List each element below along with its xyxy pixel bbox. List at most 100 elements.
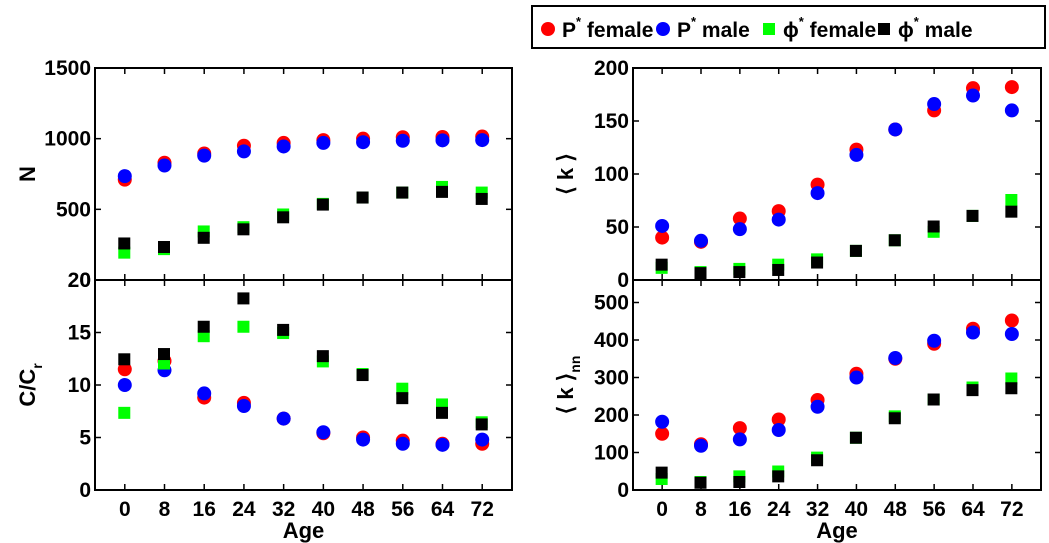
x-tick-label-knn-7: 56: [922, 498, 945, 521]
x-axis-label-C: Age: [283, 518, 325, 543]
point-N-s3-3: [237, 223, 250, 236]
point-k-s3-7: [927, 220, 940, 233]
point-N-s3-5: [316, 198, 329, 211]
point-k-s1-9: [1004, 103, 1019, 118]
point-k-s1-6: [888, 122, 903, 137]
point-N-s3-6: [356, 191, 369, 204]
point-C-s2-0: [118, 406, 131, 419]
point-C-s2-2: [197, 330, 210, 343]
y-tick-label-C-3: 15: [68, 322, 92, 345]
point-knn-s0-2: [732, 421, 747, 436]
point-N-s1-1: [157, 158, 172, 173]
x-tick-label-knn-4: 32: [806, 498, 829, 521]
point-N-s1-7: [395, 133, 410, 148]
x-tick-label-knn-2: 16: [728, 498, 751, 521]
point-C-s2-7: [396, 382, 409, 395]
x-tick-label-C-9: 72: [471, 498, 494, 521]
y-tick-label-k-0: 0: [617, 269, 629, 292]
y-tick-label-C-1: 5: [79, 427, 91, 450]
point-k-s3-9: [1005, 205, 1018, 218]
legend-label-1: P* male: [677, 14, 750, 42]
y-tick-label-C-2: 10: [68, 374, 91, 397]
panel-knn: 0 100 200 300 400 500 0 8 16 24 32 40 48 56 64 72 Age ⟨ k…: [553, 279, 1042, 543]
point-C-s3-5: [316, 350, 329, 363]
x-tick-label-C-8: 64: [431, 498, 455, 521]
point-k-s1-8: [966, 88, 980, 103]
point-C-s3-1: [158, 348, 170, 361]
x-tick-label-C-0: 0: [119, 498, 131, 521]
point-C-s1-4: [276, 411, 291, 426]
point-knn-s3-9: [1005, 382, 1018, 395]
point-knn-s1-4: [810, 399, 825, 414]
y-tick-label-knn-4: 400: [594, 329, 629, 352]
point-C-s3-8: [436, 406, 448, 419]
point-knn-s1-8: [966, 325, 980, 340]
point-k-s0-2: [732, 211, 747, 226]
legend: P* female P* male ϕ* female ϕ* male: [531, 5, 1046, 49]
point-k-s3-3: [772, 263, 785, 276]
y-tick-label-k-4: 200: [594, 57, 629, 80]
point-N-s1-4: [276, 139, 291, 154]
x-tick-label-C-1: 8: [159, 498, 171, 521]
y-tick-label-knn-2: 200: [594, 404, 629, 427]
point-knn-s0-0: [655, 426, 670, 441]
x-tick-label-knn-5: 40: [845, 498, 868, 521]
panel-k: 0 50 100 150 200 ⟨ k ⟩: [553, 57, 1042, 292]
point-C-s1-6: [356, 432, 371, 447]
point-knn-s1-6: [888, 351, 903, 365]
point-k-s1-3: [771, 212, 786, 227]
point-N-s3-1: [158, 240, 170, 253]
legend-box: [531, 5, 1046, 49]
point-knn-s3-3: [772, 470, 785, 483]
point-knn-s1-7: [927, 333, 942, 348]
legend-marker-3: [878, 23, 890, 35]
point-C-s1-9: [475, 432, 490, 447]
point-knn-s1-0: [655, 414, 670, 429]
point-knn-s3-5: [849, 431, 862, 444]
point-knn-s1-9: [1004, 327, 1019, 341]
y-axis-label-C: C/Cr: [15, 363, 45, 407]
point-knn-s3-0: [655, 466, 668, 479]
point-k-s3-4: [811, 256, 824, 269]
point-C-s3-3: [237, 292, 250, 305]
point-N-s3-2: [197, 231, 210, 244]
y-tick-label-N-0: 0: [79, 269, 91, 292]
point-N-s1-0: [117, 169, 132, 184]
point-N-s1-5: [316, 135, 331, 150]
panel-N: 0 500 1000 1500 N: [15, 57, 513, 292]
y-axis-label-k: ⟨ k ⟩: [553, 153, 578, 195]
point-k-s3-0: [655, 258, 668, 271]
point-knn-s3-1: [694, 476, 707, 489]
point-N-s3-0: [118, 237, 131, 250]
plot-frame-knn: [632, 279, 1042, 491]
y-axis-label-knn: ⟨ k ⟩nn: [553, 356, 583, 415]
point-k-s3-6: [888, 234, 901, 247]
x-tick-label-knn-6: 48: [884, 498, 908, 521]
point-k-s3-2: [733, 266, 746, 279]
x-tick-label-C-4: 32: [272, 498, 295, 521]
point-knn-s3-4: [811, 454, 824, 467]
point-knn-s0-9: [1004, 313, 1019, 328]
x-tick-label-C-7: 56: [391, 498, 414, 521]
point-knn-s3-7: [927, 393, 940, 406]
point-C-s3-2: [197, 320, 210, 333]
legend-label-2: ϕ* female: [783, 14, 876, 42]
point-N-s1-9: [475, 133, 490, 148]
point-k-s1-0: [655, 218, 670, 233]
point-C-s1-7: [395, 436, 410, 451]
y-tick-label-knn-1: 100: [594, 442, 629, 465]
point-knn-s3-6: [888, 412, 901, 425]
point-k-s1-7: [927, 97, 942, 112]
point-knn-s3-8: [966, 384, 979, 397]
y-tick-label-knn-5: 500: [594, 292, 629, 315]
x-tick-label-knn-3: 24: [767, 498, 791, 521]
point-k-s3-5: [849, 244, 862, 257]
point-k-s3-8: [966, 209, 979, 222]
y-axis-label-N: N: [15, 166, 40, 182]
point-knn-s3-2: [733, 476, 746, 488]
legend-marker-0: [541, 22, 555, 36]
point-C-s1-5: [316, 425, 331, 440]
plot-frame-N: [94, 67, 513, 281]
point-knn-s0-3: [771, 412, 786, 427]
point-k-s0-0: [655, 230, 670, 245]
